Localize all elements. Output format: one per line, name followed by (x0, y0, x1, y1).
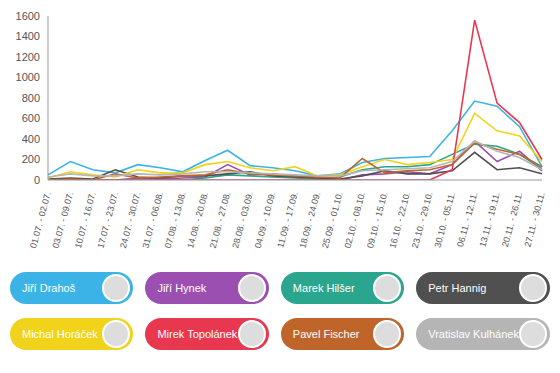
svg-text:400: 400 (22, 133, 40, 145)
svg-text:21.08. - 27.08.: 21.08. - 27.08. (208, 191, 233, 250)
svg-text:1200: 1200 (16, 51, 40, 63)
svg-text:25.09. - 01.10.: 25.09. - 01.10. (320, 191, 345, 250)
svg-text:01.07. - 02.07.: 01.07. - 02.07. (28, 191, 53, 250)
svg-text:02.10. - 08.10.: 02.10. - 08.10. (343, 191, 368, 250)
svg-text:17.07. - 23.07.: 17.07. - 23.07. (96, 191, 121, 250)
svg-text:30.10. - 05.11.: 30.10. - 05.11. (433, 191, 458, 249)
html-text:Marek Hilšer: Marek Hilšer (292, 282, 355, 294)
html-text:Jiří Drahoš: Jiří Drahoš (22, 282, 76, 294)
svg-text:11.09. - 17.09.: 11.09. - 17.09. (275, 191, 300, 249)
svg-text:800: 800 (22, 92, 40, 104)
svg-text:1000: 1000 (16, 71, 40, 83)
svg-text:23.10. - 29.10.: 23.10. - 29.10. (410, 191, 435, 250)
svg-text:13.11. - 19.11.: 13.11. - 19.11. (478, 191, 502, 248)
svg-text:1400: 1400 (16, 30, 40, 42)
html-text:Michal Horáček: Michal Horáček (22, 328, 98, 340)
svg-text:20.11. - 26.11.: 20.11. - 26.11. (500, 191, 524, 248)
svg-text:200: 200 (22, 153, 40, 165)
svg-text:18.09. - 24.09.: 18.09. - 24.09. (298, 191, 323, 250)
html-text:Mirek Topolánek: Mirek Topolánek (157, 328, 238, 340)
svg-text:31.07. - 06.08.: 31.07. - 06.08. (140, 191, 165, 250)
svg-text:16.10. - 22.10.: 16.10. - 22.10. (387, 191, 412, 250)
html-text:Pavel Fischer: Pavel Fischer (292, 328, 360, 340)
html-text:Petr Hannig: Petr Hannig (428, 282, 487, 294)
html-text:Jiří Hynek: Jiří Hynek (157, 282, 207, 294)
svg-text:600: 600 (22, 112, 40, 124)
svg-text:06.11. - 12.11.: 06.11. - 12.11. (455, 191, 479, 248)
svg-text:04.09. - 10.09.: 04.09. - 10.09. (253, 191, 278, 250)
svg-text:0: 0 (34, 174, 40, 186)
html-text:Vratislav Kulhánek: Vratislav Kulhánek (428, 328, 519, 340)
svg-text:27.11. - 30.11.: 27.11. - 30.11. (522, 191, 546, 248)
svg-text:24.07. - 30.07.: 24.07. - 30.07. (118, 191, 143, 250)
svg-text:14.08. - 20.08.: 14.08. - 20.08. (185, 191, 210, 250)
svg-text:03.07. - 09.07.: 03.07. - 09.07. (51, 191, 76, 250)
svg-text:09.10. - 15.10.: 09.10. - 15.10. (365, 191, 390, 250)
svg-text:07.08. - 13.08.: 07.08. - 13.08. (163, 191, 188, 250)
svg-text:10.07. - 16.07.: 10.07. - 16.07. (73, 191, 98, 250)
svg-text:1600: 1600 (16, 10, 40, 22)
svg-text:28.08. - 03.09.: 28.08. - 03.09. (230, 191, 255, 250)
